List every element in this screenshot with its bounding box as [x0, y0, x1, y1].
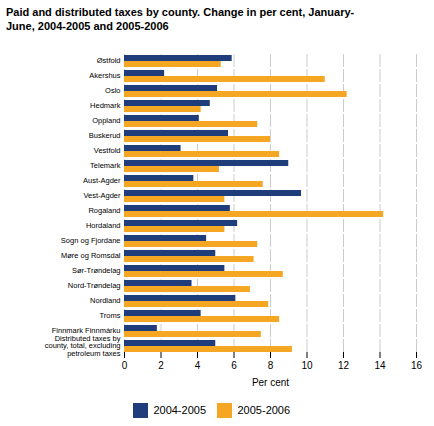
svg-text:0: 0	[122, 359, 128, 370]
svg-text:2: 2	[158, 359, 164, 370]
svg-text:Rogaland: Rogaland	[88, 206, 120, 215]
svg-text:Hedmark: Hedmark	[90, 101, 121, 110]
svg-text:Vestfold: Vestfold	[94, 146, 121, 155]
svg-text:Troms: Troms	[100, 311, 121, 320]
svg-text:12: 12	[338, 359, 350, 370]
svg-text:Akershus: Akershus	[89, 71, 121, 80]
html-text:Paid and distributed taxes by: Paid and distributed taxes by county. Ch…	[6, 6, 355, 32]
svg-text:Distributed taxes bycounty, to: Distributed taxes bycounty, total, exclu…	[45, 333, 121, 357]
svg-text:Aust-Agder: Aust-Agder	[83, 176, 121, 185]
svg-text:Hordaland: Hordaland	[86, 221, 121, 230]
svg-text:Nord-Trøndelag: Nord-Trøndelag	[68, 281, 121, 290]
svg-text:Per cent: Per cent	[252, 376, 289, 387]
svg-text:Oppland: Oppland	[92, 116, 120, 125]
svg-text:Østfold: Østfold	[97, 56, 121, 65]
svg-text:16: 16	[411, 359, 423, 370]
svg-text:14: 14	[374, 359, 386, 370]
html-text:2005-2006: 2005-2006	[237, 404, 291, 416]
svg-text:Møre og Romsdal: Møre og Romsdal	[61, 251, 121, 260]
svg-text:Telemark: Telemark	[90, 161, 121, 170]
svg-text:Nordland: Nordland	[90, 296, 120, 305]
html-text:2004-2005: 2004-2005	[153, 404, 206, 416]
svg-text:6: 6	[231, 359, 237, 370]
svg-text:8: 8	[268, 359, 274, 370]
svg-text:4: 4	[195, 359, 201, 370]
svg-text:Buskerud: Buskerud	[89, 131, 121, 140]
svg-text:Finnmark Finnmárku: Finnmark Finnmárku	[51, 325, 121, 335]
svg-text:Sogn og Fjordane: Sogn og Fjordane	[61, 236, 121, 245]
svg-text:Vest-Agder: Vest-Agder	[83, 191, 121, 200]
svg-text:Oslo: Oslo	[105, 86, 120, 95]
svg-text:10: 10	[301, 359, 313, 370]
svg-text:Sør-Trøndelag: Sør-Trøndelag	[72, 266, 120, 275]
